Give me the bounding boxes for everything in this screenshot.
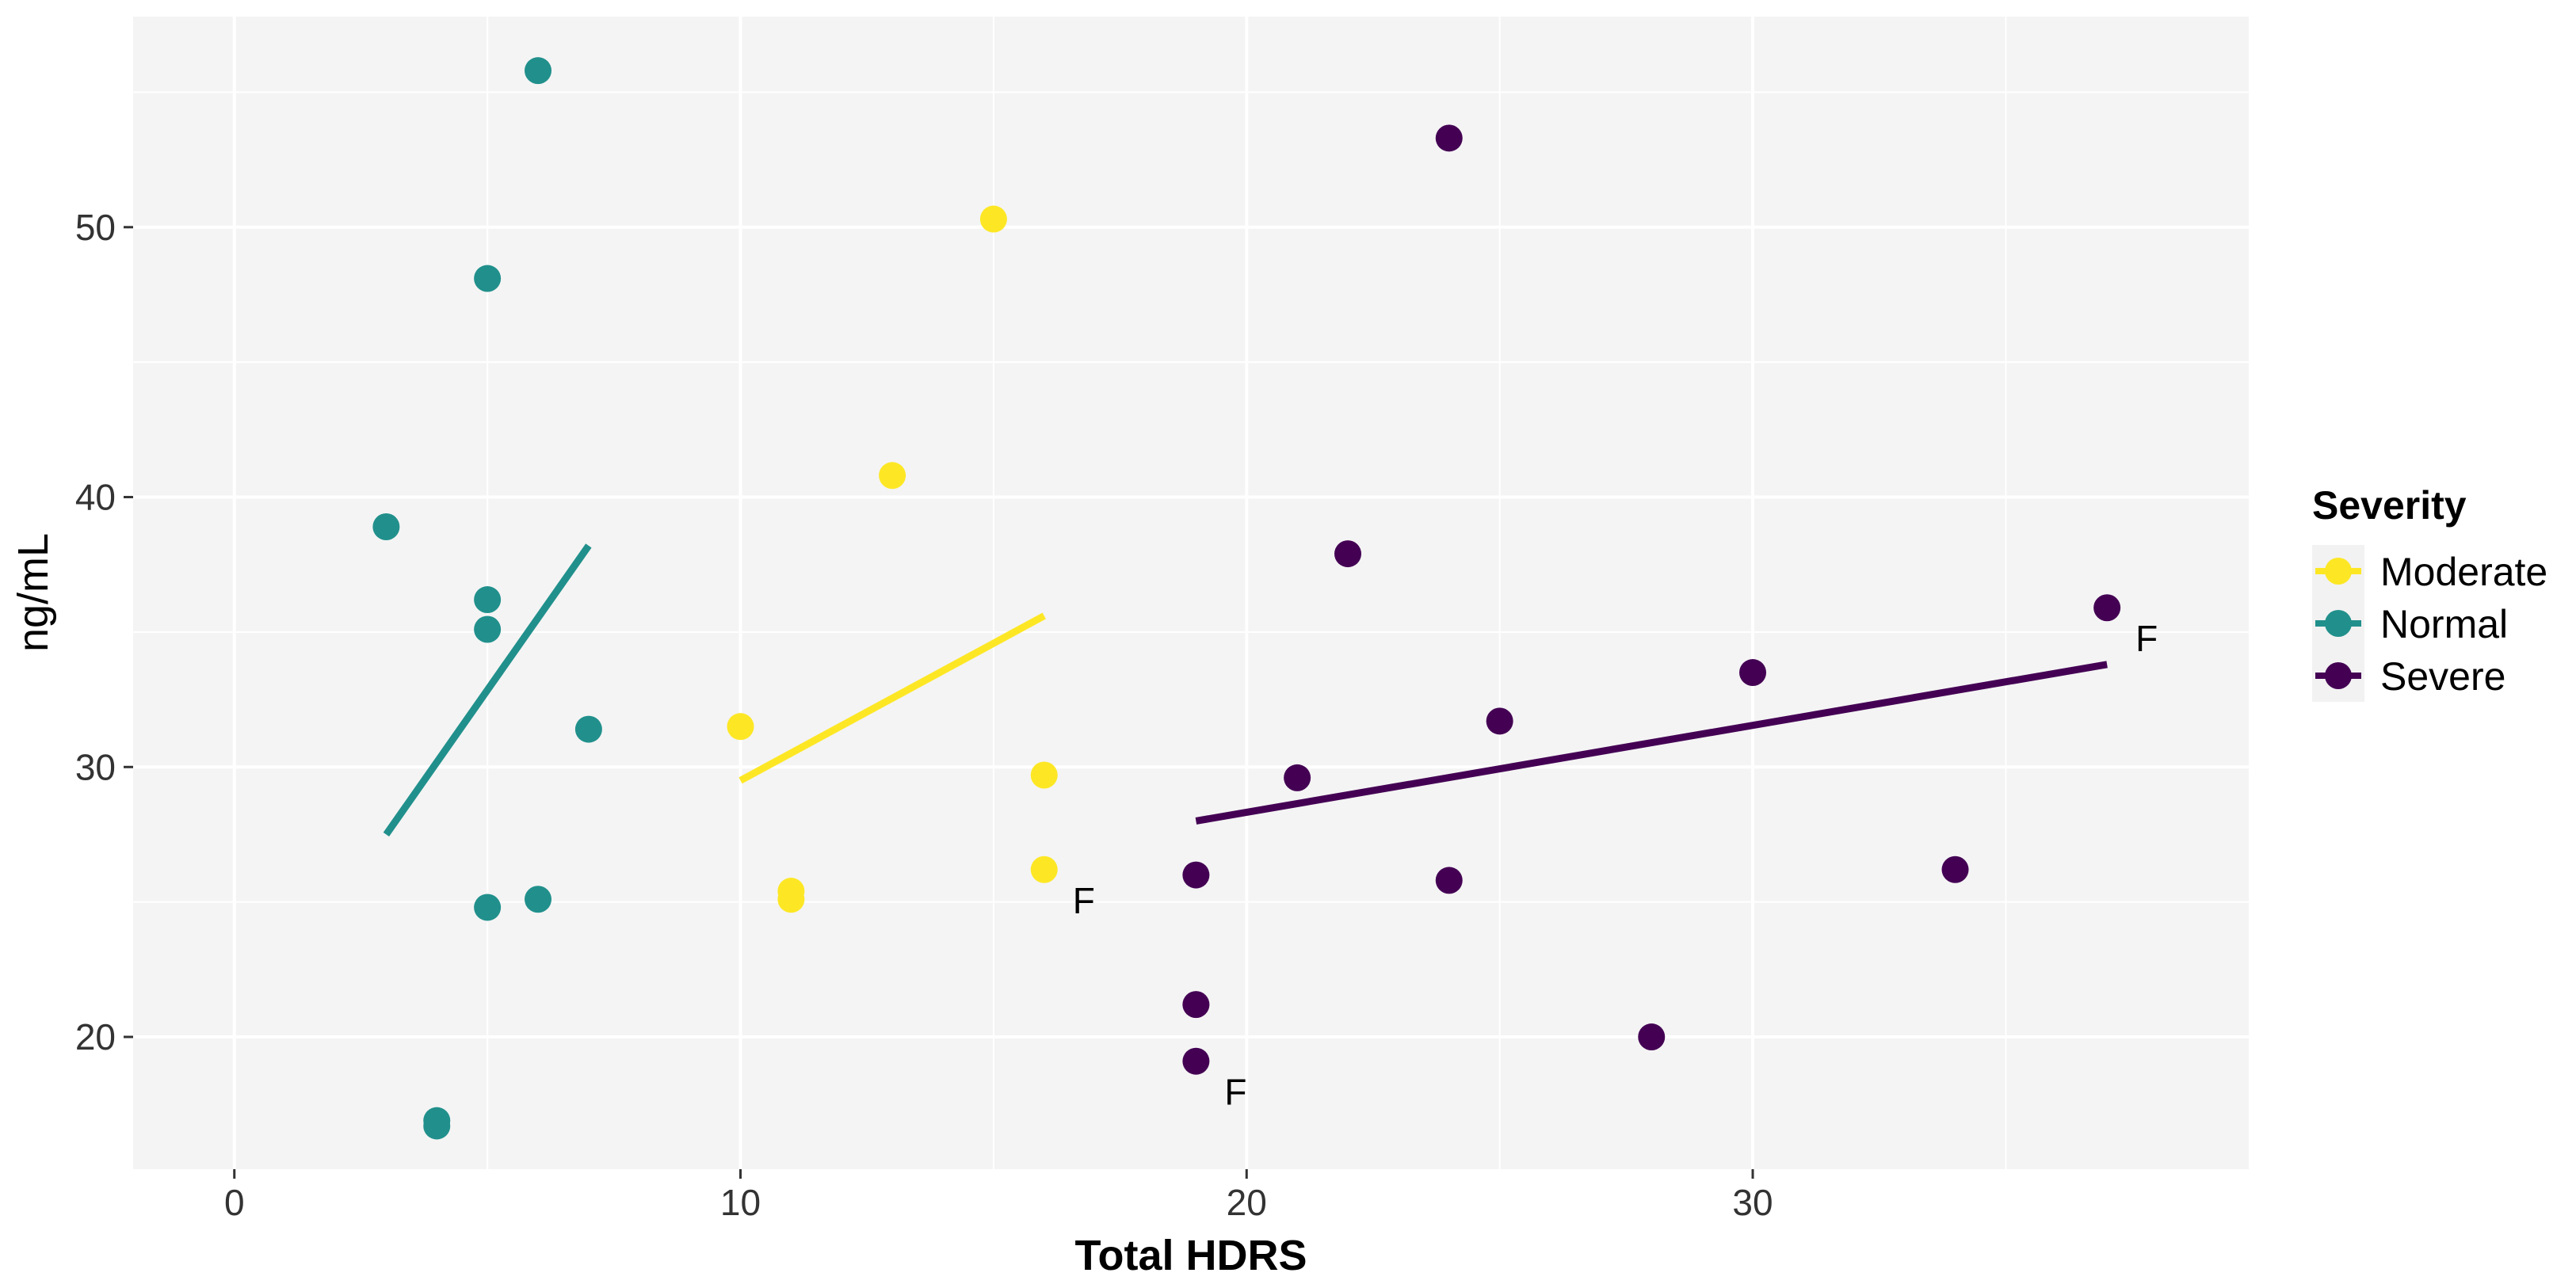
data-point [777, 886, 805, 913]
point-annotations: F F F [1073, 618, 2158, 1112]
legend-label: Severe [2380, 654, 2505, 699]
point-annotation: F [1073, 880, 1095, 921]
x-axis-ticks: 0 10 20 30 [224, 1169, 1773, 1223]
x-tick-label: 10 [720, 1182, 761, 1223]
data-point [1486, 707, 1513, 735]
data-point [574, 715, 602, 743]
data-point [1941, 855, 1969, 883]
data-point [727, 713, 754, 741]
x-axis-title: Total HDRS [1075, 1232, 1307, 1279]
data-point [1030, 855, 1058, 883]
data-point [525, 886, 552, 913]
data-point [1030, 761, 1058, 789]
y-axis-title: ng/mL [10, 533, 57, 652]
data-point [423, 1112, 451, 1140]
data-point [1334, 540, 1362, 568]
data-point [1638, 1023, 1666, 1051]
data-point [979, 205, 1007, 233]
data-point [474, 894, 502, 921]
data-point [879, 462, 906, 490]
data-point [474, 586, 502, 614]
data-point [1182, 1047, 1210, 1075]
legend: Severity Moderate Normal Severe [2312, 483, 2547, 702]
legend-title: Severity [2312, 483, 2467, 528]
trend-line [383, 543, 592, 837]
minor-gridlines [133, 17, 2249, 1169]
trend-line [1195, 661, 2108, 825]
legend-key-point [2325, 610, 2352, 637]
x-tick-label: 30 [1732, 1182, 1773, 1223]
legend-label: Moderate [2380, 550, 2547, 594]
data-point [474, 265, 502, 292]
major-gridlines [133, 17, 2249, 1169]
y-tick-label: 40 [75, 477, 116, 518]
data-point [1182, 861, 1210, 889]
data-point [1435, 124, 1463, 152]
legend-key-point [2325, 662, 2352, 689]
x-tick-label: 20 [1227, 1182, 1267, 1223]
y-tick-label: 30 [75, 746, 116, 787]
data-point [2093, 594, 2121, 622]
data-point [525, 57, 552, 85]
y-tick-label: 20 [75, 1016, 116, 1057]
data-point [1284, 764, 1311, 791]
point-annotation: F [1224, 1072, 1246, 1113]
data-point [1435, 867, 1463, 894]
trend-lines [383, 543, 2108, 837]
legend-label: Normal [2380, 602, 2508, 646]
x-tick-label: 0 [224, 1182, 245, 1223]
data-point [372, 513, 400, 541]
data-point [474, 615, 502, 643]
data-point [1739, 659, 1767, 687]
y-tick-label: 50 [75, 207, 116, 248]
data-point [1182, 991, 1210, 1019]
trend-line [738, 612, 1046, 784]
legend-key-point [2325, 558, 2352, 585]
y-axis-ticks: 20 30 40 50 [75, 207, 133, 1057]
data-points [372, 57, 2121, 1140]
point-annotation: F [2135, 618, 2158, 659]
